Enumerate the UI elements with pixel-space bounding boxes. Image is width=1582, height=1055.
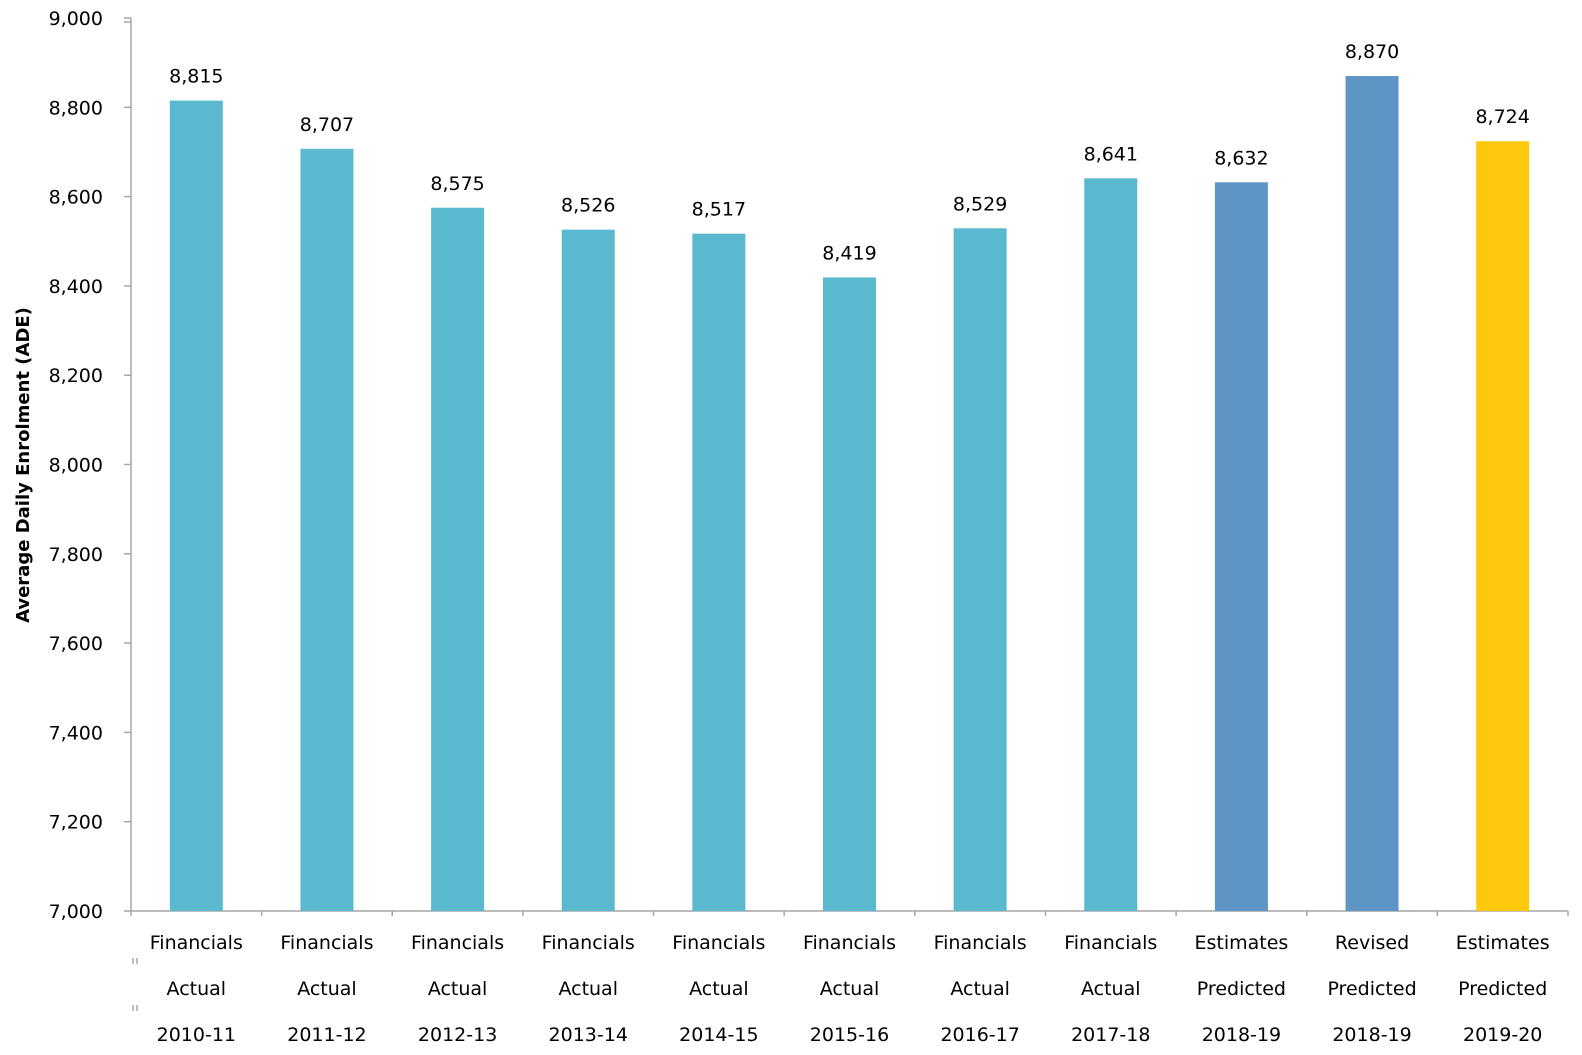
- data-label: 8,419: [822, 242, 876, 264]
- x-tick-label: Actual: [558, 978, 618, 1000]
- bar: [169, 100, 223, 912]
- y-tick-label: 8,200: [49, 365, 103, 387]
- x-tick-label: 2011-12: [287, 1024, 366, 1046]
- x-tick-label: Financials: [411, 932, 504, 954]
- bar: [1214, 182, 1268, 911]
- y-tick-label: 8,000: [49, 455, 103, 477]
- y-axis: 7,000 7,200 7,400 7,600 7,800 8,000 8,200 8,400…: [49, 8, 132, 923]
- data-label: 8,575: [430, 173, 484, 195]
- data-labels: 8,815 8,707 8,575 8,526 8,517 8,419 8,529 8,641…: [169, 41, 1530, 264]
- bar: [561, 229, 615, 912]
- x-tick-label: Financials: [803, 932, 896, 954]
- x-tick-label: 2017-18: [1071, 1024, 1150, 1046]
- x-tick-label: Revised: [1335, 932, 1409, 954]
- x-tick-label: 2018-19: [1202, 1024, 1281, 1046]
- x-tick-label: Financials: [672, 932, 765, 954]
- y-tick-label: 7,600: [49, 633, 103, 655]
- data-label: 8,517: [692, 199, 746, 221]
- x-tick-label: 2016-17: [940, 1024, 1019, 1046]
- x-tick-label: 2018-19: [1332, 1024, 1411, 1046]
- x-tick-label: 2019-20: [1463, 1024, 1542, 1046]
- x-tick-label: Predicted: [1327, 978, 1416, 1000]
- bar: [953, 228, 1007, 911]
- data-label: 8,529: [953, 193, 1007, 215]
- x-tick-label: Estimates: [1194, 932, 1288, 954]
- x-tick-label: Actual: [820, 978, 880, 1000]
- y-axis-label: Average Daily Enrolment (ADE): [13, 307, 34, 623]
- x-tick-label: Estimates: [1456, 932, 1550, 954]
- x-tick-label: 2014-15: [679, 1024, 758, 1046]
- x-tick-label: Financials: [542, 932, 635, 954]
- x-tick-label: 2010-11: [157, 1024, 236, 1046]
- bar: [431, 207, 485, 911]
- x-tick-label: Financials: [280, 932, 373, 954]
- bar: [1084, 178, 1138, 911]
- x-tick-label: 2013-14: [549, 1024, 628, 1046]
- x-tick-label: Actual: [297, 978, 357, 1000]
- y-tick-label: 9,000: [49, 8, 103, 30]
- y-tick-label: 7,200: [49, 812, 103, 834]
- data-label: 8,870: [1345, 41, 1399, 63]
- x-tick-label: Financials: [150, 932, 243, 954]
- y-tick-label: 7,400: [49, 722, 103, 744]
- data-label: 8,724: [1475, 106, 1529, 128]
- bars: [169, 76, 1530, 912]
- y-tick-label: 8,600: [49, 187, 103, 209]
- y-tick-label: 8,400: [49, 276, 103, 298]
- x-tick-label: 2012-13: [418, 1024, 497, 1046]
- data-label: 8,815: [169, 66, 223, 88]
- x-tick-label: Predicted: [1197, 978, 1286, 1000]
- x-tick-label: 2015-16: [810, 1024, 889, 1046]
- x-tick-label: Predicted: [1458, 978, 1547, 1000]
- x-tick-label: Actual: [167, 978, 227, 1000]
- x-tick-label: Actual: [950, 978, 1010, 1000]
- bar: [1476, 141, 1530, 911]
- data-label: 8,707: [300, 114, 354, 136]
- y-tick-label: 7,800: [49, 544, 103, 566]
- x-tick-label: Actual: [689, 978, 749, 1000]
- bar: [823, 277, 876, 911]
- bar: [692, 233, 746, 912]
- data-label: 8,526: [561, 195, 615, 217]
- y-tick-label: 7,000: [49, 901, 103, 923]
- data-label: 8,641: [1084, 143, 1138, 165]
- y-tick-label: 8,800: [49, 97, 103, 119]
- x-tick-labels: Financials Actual 2010-11 Financials Actual 2…: [150, 932, 1550, 1046]
- bar: [1345, 76, 1399, 912]
- x-tick-label: Financials: [1064, 932, 1157, 954]
- x-tick-label: Actual: [428, 978, 488, 1000]
- x-tick-label: Actual: [1081, 978, 1141, 1000]
- data-label: 8,632: [1214, 147, 1268, 169]
- x-tick-label: Financials: [934, 932, 1027, 954]
- bar: [300, 148, 354, 912]
